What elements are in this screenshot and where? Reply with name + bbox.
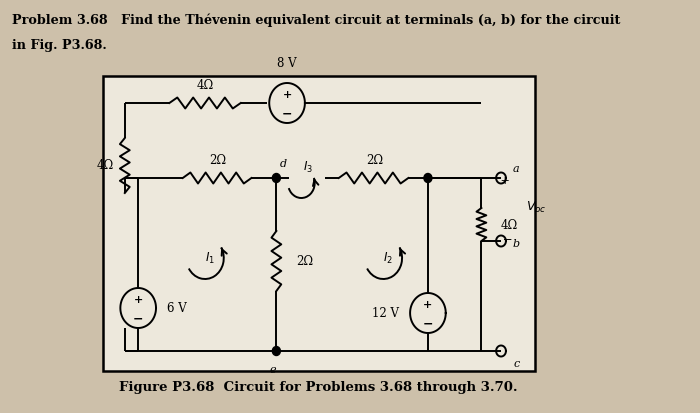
Text: $I_3$: $I_3$ [304,159,314,174]
Text: −: − [423,317,433,330]
Text: $V_{oc}$: $V_{oc}$ [526,199,547,214]
Text: $\mathit{I}_2$: $\mathit{I}_2$ [383,250,393,265]
Text: $\mathit{I}_1$: $\mathit{I}_1$ [204,250,214,265]
Circle shape [424,174,432,183]
Text: −: − [498,233,512,246]
Text: 2Ω: 2Ω [296,255,313,268]
Text: +: + [497,176,510,185]
Text: 4Ω: 4Ω [197,79,214,92]
Text: Problem 3.68   Find the Thévenin equivalent circuit at terminals (a, b) for the : Problem 3.68 Find the Thévenin equivalen… [12,14,620,27]
Text: Figure P3.68  Circuit for Problems 3.68 through 3.70.: Figure P3.68 Circuit for Problems 3.68 t… [120,380,518,394]
Text: b: b [512,238,519,248]
Text: −: − [282,108,293,121]
Text: 4Ω: 4Ω [501,219,518,232]
Text: in Fig. P3.68.: in Fig. P3.68. [12,39,106,52]
Text: 2Ω: 2Ω [209,154,226,167]
Text: 2Ω: 2Ω [366,154,383,167]
Text: c: c [513,358,519,368]
Text: +: + [424,298,433,309]
Text: 4Ω: 4Ω [97,159,114,172]
FancyBboxPatch shape [102,77,535,371]
Circle shape [272,174,281,183]
Circle shape [272,347,281,356]
Text: 8 V: 8 V [277,57,297,70]
Text: 12 V: 12 V [372,307,400,320]
Text: −: − [133,312,144,325]
Text: +: + [282,89,292,100]
Text: d: d [280,159,287,169]
Text: a: a [513,164,519,173]
Text: +: + [134,293,143,304]
Text: 6 V: 6 V [167,302,186,315]
Text: e: e [270,364,276,374]
